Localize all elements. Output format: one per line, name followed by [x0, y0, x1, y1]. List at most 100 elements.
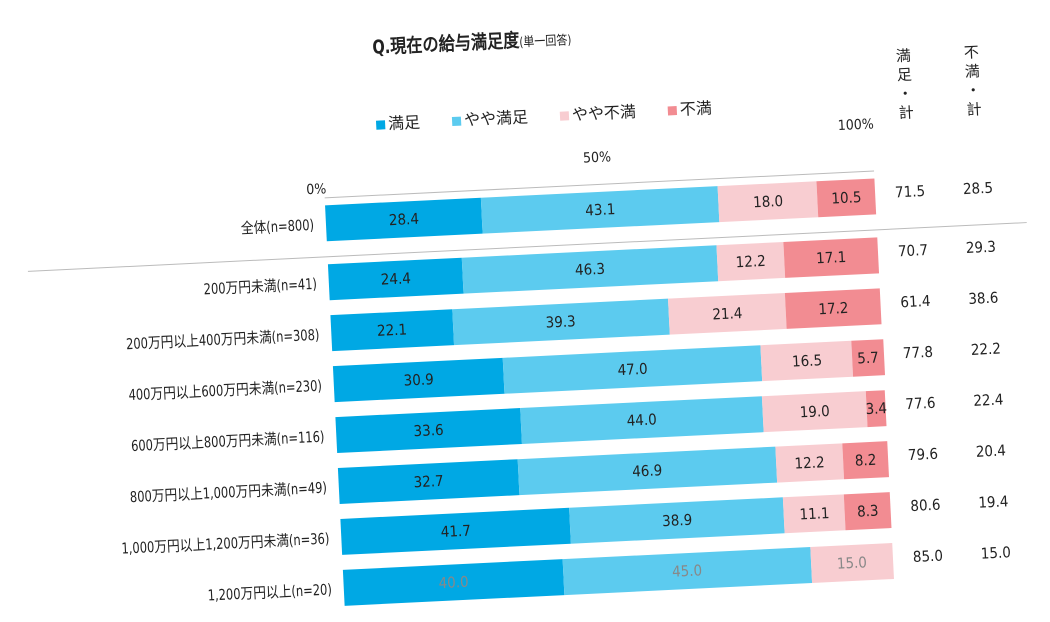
category-label: 1,200万円以上(n=20) — [207, 580, 333, 605]
data-label: 18.0 — [752, 191, 784, 212]
data-label: 33.6 — [413, 420, 445, 441]
legend-item: やや不満 — [559, 98, 636, 126]
bar-segment-やや不満: 12.2 — [716, 241, 786, 282]
bar-segment-満足: 22.1 — [330, 309, 454, 352]
data-label: 46.9 — [631, 461, 663, 481]
category-label: 800万円以上1,000万円未満(n=49) — [129, 478, 328, 507]
bar-segment-やや不満: 11.1 — [783, 494, 846, 534]
bar-segment-不満: 17.2 — [785, 288, 882, 329]
data-label: 8.3 — [856, 501, 879, 521]
satisfied-total: 80.6 — [909, 495, 941, 516]
dissatisfied-total: 20.4 — [975, 441, 1007, 461]
data-label: 28.4 — [388, 209, 420, 230]
satisfied-total: 79.6 — [907, 444, 939, 465]
dissatisfied-total: 15.0 — [980, 543, 1012, 563]
category-label: 200万円以上400万円未満(n=308) — [125, 325, 320, 354]
satisfied-total: 71.5 — [894, 182, 926, 202]
bar-segment-満足: 28.4 — [325, 197, 483, 242]
bar-segment-やや不満: 19.0 — [761, 391, 868, 433]
data-label: 22.1 — [376, 320, 408, 340]
data-label: 44.0 — [626, 410, 658, 430]
bar-segment-やや不満: 12.2 — [775, 443, 844, 483]
satisfied-total: 77.6 — [904, 393, 936, 414]
bar-segment-やや満足: 47.0 — [502, 345, 763, 394]
bar-segment-不満: 8.2 — [842, 441, 889, 480]
dissatisfied-total: 22.4 — [972, 390, 1004, 410]
legend-swatch — [375, 120, 386, 130]
data-label: 15.0 — [836, 553, 868, 573]
dissatisfied-total: 19.4 — [977, 492, 1009, 512]
bar-segment-満足: 40.0 — [342, 559, 565, 606]
legend: 満足 やや満足 やや不満 不満 — [375, 94, 712, 134]
header-dissatisfied-total: 不満・計 — [963, 43, 983, 119]
bar-segment-やや満足: 43.1 — [481, 186, 720, 234]
data-label: 17.2 — [817, 298, 849, 319]
data-label: 39.3 — [545, 312, 577, 332]
bar-segment-不満: 3.4 — [865, 390, 888, 428]
data-label: 11.1 — [799, 504, 830, 524]
data-label: 17.1 — [815, 247, 847, 268]
bar-segment-不満: 8.3 — [844, 492, 892, 531]
legend-label: 満足 — [387, 112, 421, 134]
data-label: 41.7 — [440, 521, 472, 542]
bar-segment-満足: 41.7 — [340, 507, 572, 555]
data-label: 19.0 — [799, 401, 831, 422]
satisfied-total: 77.8 — [902, 342, 934, 363]
bar-segment-やや満足: 45.0 — [562, 547, 812, 596]
bar-segment-満足: 33.6 — [335, 408, 522, 454]
chart-title: Q.現在の給与満足度(単一回答) — [371, 29, 572, 59]
legend-swatch — [559, 111, 570, 121]
legend-label: 不満 — [679, 98, 713, 119]
bar-segment-やや不満: 15.0 — [809, 543, 894, 584]
category-label: 全体(n=800) — [240, 215, 315, 238]
dissatisfied-total: 38.6 — [967, 288, 999, 308]
bar-segment-満足: 32.7 — [337, 459, 520, 504]
legend-label: やや不満 — [571, 102, 637, 125]
data-label: 38.9 — [661, 510, 693, 531]
bar-segment-満足: 30.9 — [332, 357, 505, 403]
category-label: 400万円以上600万円未満(n=230) — [128, 376, 323, 405]
category-label: 200万円未満(n=41) — [203, 274, 318, 299]
data-label: 10.5 — [830, 188, 862, 208]
legend-item: 満足 — [375, 109, 421, 135]
data-label: 21.4 — [711, 304, 743, 324]
data-label: 32.7 — [413, 471, 445, 492]
legend-label: やや満足 — [463, 107, 529, 130]
dissatisfied-total: 28.5 — [962, 178, 994, 199]
dissatisfied-total: 29.3 — [965, 237, 997, 258]
data-label: 46.3 — [574, 259, 606, 280]
data-label: 45.0 — [671, 561, 703, 581]
data-label: 8.2 — [854, 450, 877, 470]
bar-segment-不満: 17.1 — [783, 237, 880, 278]
bar-segment-やや満足: 39.3 — [451, 298, 670, 346]
bar-segment-やや不満: 21.4 — [667, 292, 788, 335]
bar-segment-やや不満: 16.5 — [760, 340, 854, 382]
x-tick-0: 0% — [305, 181, 327, 199]
data-label: 12.2 — [794, 453, 825, 473]
dissatisfied-total: 22.2 — [970, 339, 1002, 359]
data-label: 12.2 — [735, 251, 767, 272]
data-label: 24.4 — [380, 269, 412, 289]
bar-segment-やや不満: 18.0 — [717, 181, 819, 223]
x-tick-100: 100% — [837, 116, 875, 135]
header-satisfied-total: 満足・計 — [895, 46, 915, 123]
bar-segment-やや満足: 46.3 — [461, 245, 719, 294]
legend-swatch — [451, 116, 462, 127]
bar-segment-不満: 10.5 — [816, 178, 877, 218]
x-tick-50: 50% — [582, 149, 612, 167]
legend-item: やや満足 — [451, 103, 528, 131]
legend-item: 不満 — [667, 94, 712, 120]
satisfied-total: 85.0 — [912, 546, 944, 567]
legend-swatch — [667, 106, 678, 116]
data-label: 40.0 — [438, 572, 470, 593]
bar-segment-やや満足: 44.0 — [519, 396, 764, 444]
satisfied-total: 70.7 — [897, 240, 929, 261]
bar-segment-不満: 5.7 — [851, 339, 885, 377]
data-label: 5.7 — [856, 348, 880, 368]
data-label: 30.9 — [403, 370, 435, 390]
data-label: 43.1 — [584, 200, 616, 220]
data-label: 16.5 — [791, 351, 823, 371]
category-label: 600万円以上800万円未満(n=116) — [130, 427, 325, 456]
data-label: 3.4 — [865, 399, 888, 419]
